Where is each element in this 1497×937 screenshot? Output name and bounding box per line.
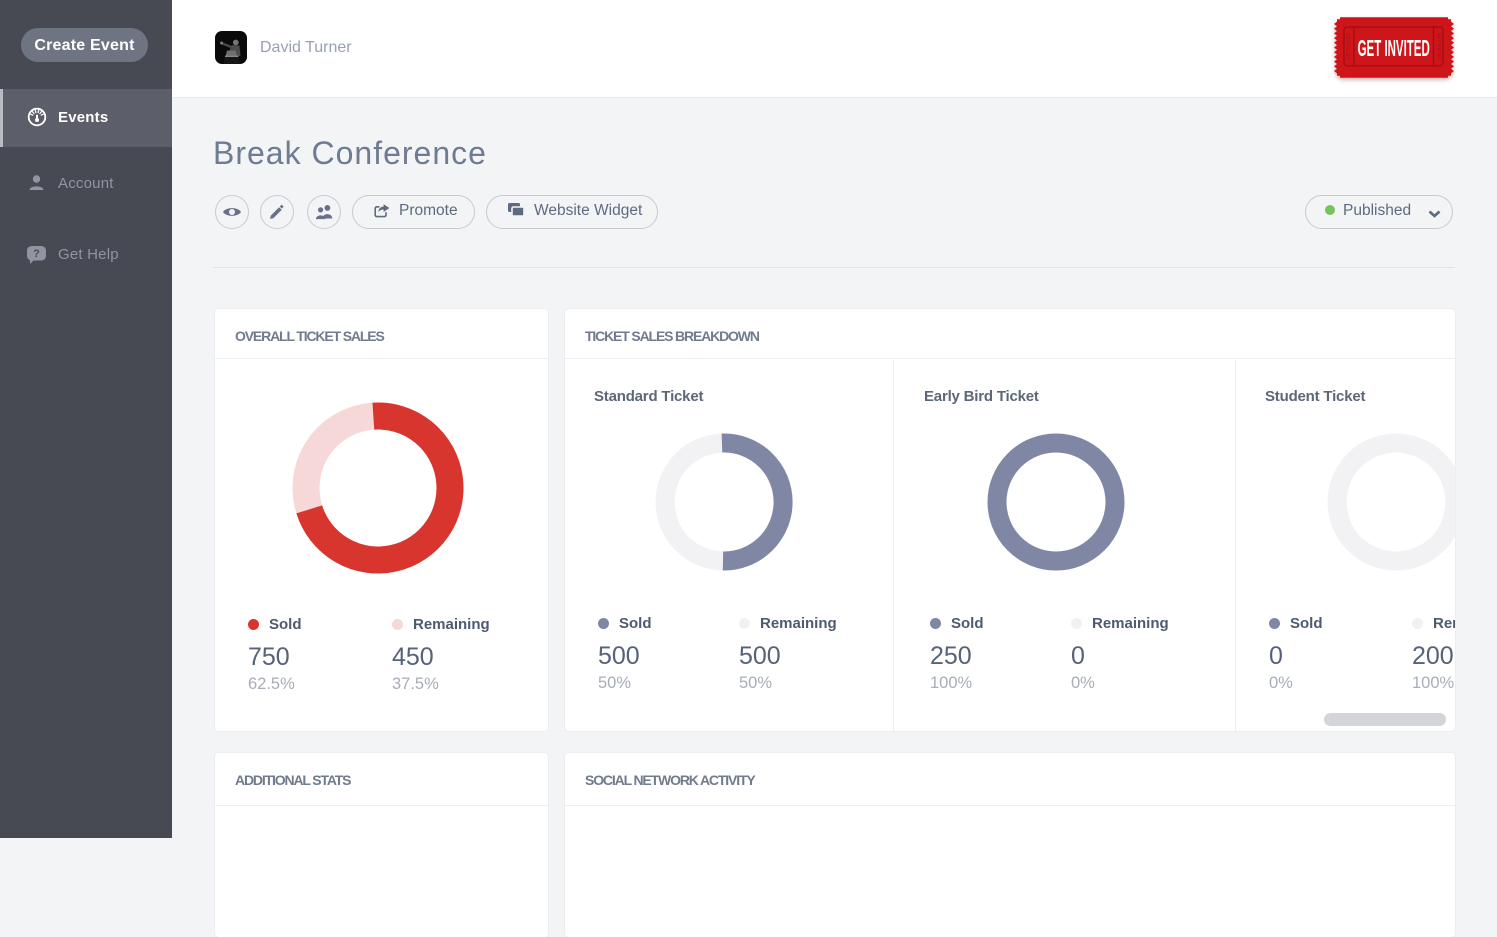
svg-text:?: ? — [33, 248, 40, 260]
svg-text:GET INVITED: GET INVITED — [1358, 36, 1430, 61]
svg-text:GET INVITED: GET INVITED — [1345, 33, 1350, 59]
svg-text:GET INVITED: GET INVITED — [1437, 33, 1442, 59]
